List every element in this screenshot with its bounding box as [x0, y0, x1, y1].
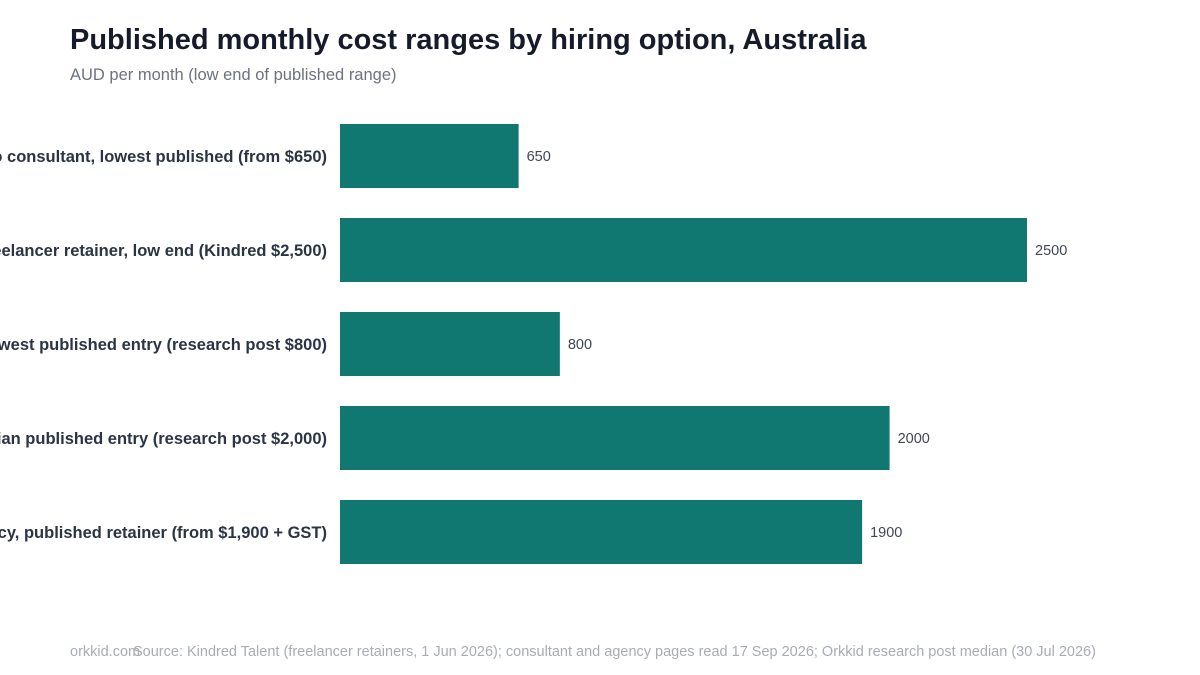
chart-title: Published monthly cost ranges by hiring …: [70, 24, 867, 56]
value-label-3: 2000: [898, 431, 930, 447]
bar-1: [340, 218, 1027, 282]
bar-2: [340, 312, 560, 376]
category-label-1: Freelancer retainer, low end (Kindred $2…: [0, 242, 327, 260]
category-label-4: Agency, published retainer (from $1,900 …: [0, 524, 327, 542]
category-label-2: Agency, lowest published entry (research…: [0, 336, 327, 354]
value-label-0: 650: [527, 149, 551, 165]
bar-4: [340, 500, 863, 564]
chart-subtitle: AUD per month (low end of published rang…: [70, 66, 397, 84]
footer-brand: orkkid.com: [70, 644, 141, 660]
category-label-0: Solo consultant, lowest published (from …: [0, 148, 327, 166]
value-label-2: 800: [568, 337, 592, 353]
value-label-1: 2500: [1035, 243, 1067, 259]
bar-3: [340, 406, 890, 470]
footer-source: Source: Kindred Talent (freelancer retai…: [133, 644, 1096, 660]
bar-0: [340, 124, 519, 188]
value-label-4: 1900: [870, 525, 902, 541]
category-label-3: Agency, median published entry (research…: [0, 430, 327, 448]
